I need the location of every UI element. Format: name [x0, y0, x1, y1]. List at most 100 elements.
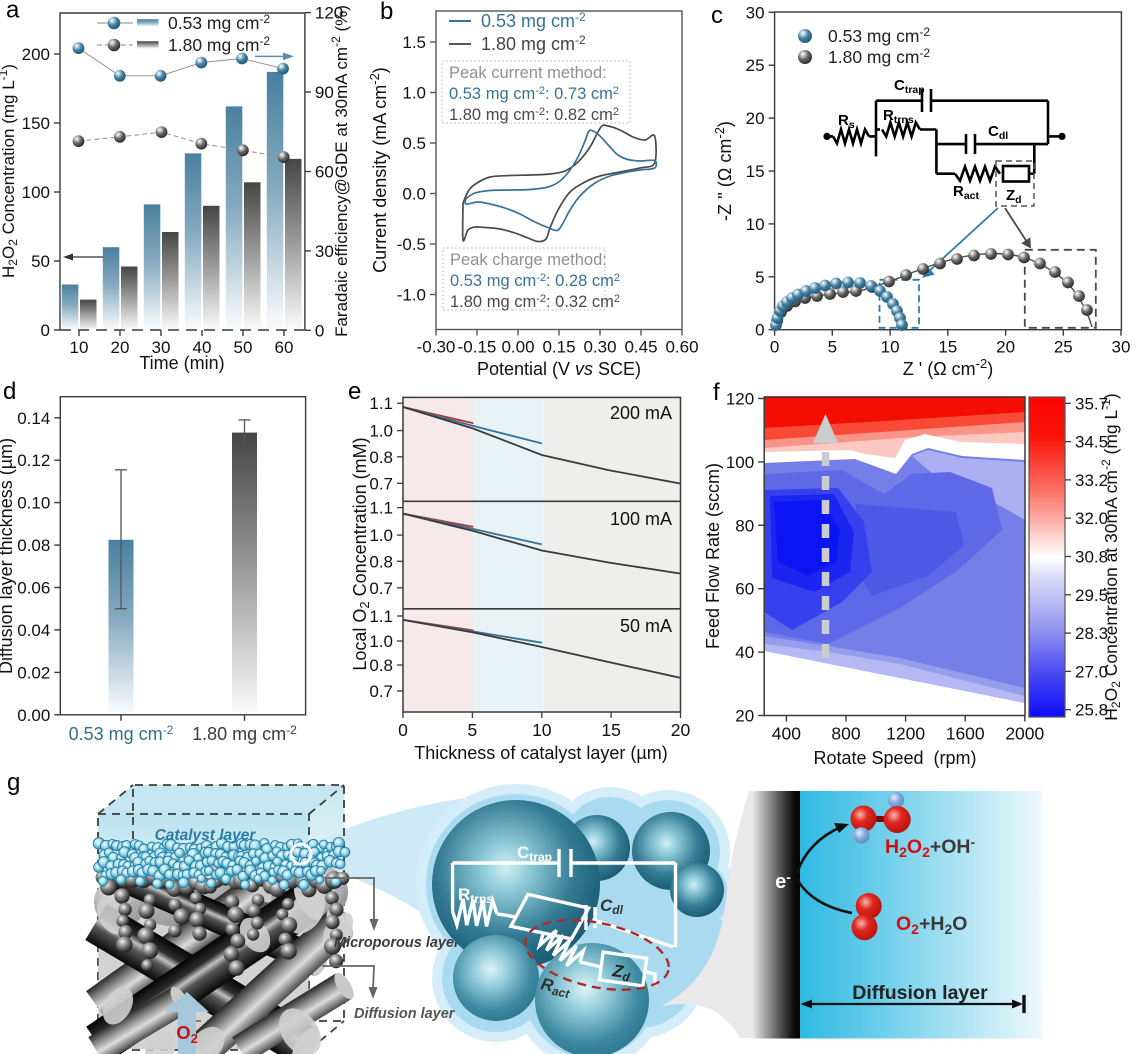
svg-text:0: 0 — [770, 338, 779, 357]
svg-text:60: 60 — [735, 580, 754, 599]
svg-text:60: 60 — [275, 338, 294, 357]
svg-text:30.8: 30.8 — [1075, 548, 1108, 567]
svg-text:32.0: 32.0 — [1075, 509, 1108, 528]
svg-text:28.3: 28.3 — [1075, 624, 1108, 643]
svg-text:20: 20 — [996, 338, 1015, 357]
svg-text:60: 60 — [315, 163, 334, 182]
svg-text:Diffusion layer: Diffusion layer — [354, 1006, 456, 1022]
svg-text:25: 25 — [746, 56, 765, 75]
svg-text:1.80 mg cm-2: 1.80 mg cm-2 — [168, 34, 270, 55]
svg-text:0.14: 0.14 — [17, 409, 50, 428]
svg-text:1.80 mg cm-2: 0.32 cm2: 1.80 mg cm-2: 0.32 cm2 — [450, 293, 620, 311]
svg-text:10: 10 — [70, 338, 89, 357]
svg-text:1.1: 1.1 — [369, 607, 393, 626]
svg-text:1600: 1600 — [946, 724, 985, 744]
svg-text:1.80 mg cm-2: 1.80 mg cm-2 — [192, 723, 297, 744]
svg-text:a: a — [6, 0, 20, 24]
svg-text:0.00: 0.00 — [17, 706, 50, 725]
svg-text:0.12: 0.12 — [17, 451, 50, 470]
svg-text:e: e — [348, 378, 361, 405]
svg-text:0.7: 0.7 — [369, 682, 393, 701]
svg-text:10: 10 — [746, 215, 765, 234]
svg-text:29.5: 29.5 — [1075, 586, 1108, 605]
svg-text:0: 0 — [398, 720, 408, 740]
svg-text:0.10: 0.10 — [17, 494, 50, 513]
svg-text:0.0: 0.0 — [402, 185, 426, 204]
svg-text:0.04: 0.04 — [17, 621, 50, 640]
svg-text:150: 150 — [22, 114, 50, 133]
svg-text:Rs: Rs — [838, 112, 855, 131]
svg-text:50: 50 — [31, 252, 50, 271]
svg-text:34.5: 34.5 — [1075, 433, 1108, 452]
svg-text:800: 800 — [831, 724, 860, 744]
svg-text:0.7: 0.7 — [369, 474, 393, 493]
svg-text:1.0: 1.0 — [369, 632, 393, 651]
svg-text:Diffusion layer: Diffusion layer — [852, 982, 988, 1004]
svg-text:0.8: 0.8 — [369, 448, 393, 467]
svg-text:Faradaic efficiency@GDE at 30m: Faradaic efficiency@GDE at 30mA cm-2 (%) — [329, 5, 351, 337]
svg-text:0: 0 — [41, 321, 50, 340]
svg-text:-0.5: -0.5 — [397, 235, 426, 254]
svg-text:Cdl: Cdl — [988, 123, 1008, 142]
svg-text:b: b — [380, 0, 393, 25]
svg-text:120: 120 — [726, 390, 754, 409]
svg-text:0.8: 0.8 — [369, 552, 393, 571]
svg-text:Rotate Speed (rpm): Rotate Speed (rpm) — [813, 748, 976, 768]
svg-text:Feed Flow Rate (sccm): Feed Flow Rate (sccm) — [703, 463, 723, 649]
svg-text:1.0: 1.0 — [369, 422, 393, 441]
svg-text:g: g — [7, 769, 20, 796]
svg-text:0.53 mg cm-2: 0.28 cm2: 0.53 mg cm-2: 0.28 cm2 — [450, 272, 620, 290]
svg-text:H2O2 Concentration at 30mA cm-: H2O2 Concentration at 30mA cm-2 (mg L-1) — [1099, 393, 1123, 721]
svg-text:Catalyst layer: Catalyst layer — [155, 827, 257, 844]
svg-text:0.53 mg cm-2: 0.73 cm2: 0.53 mg cm-2: 0.73 cm2 — [449, 85, 619, 103]
svg-text:Z ' (Ω cm-2): Z ' (Ω cm-2) — [903, 356, 993, 379]
svg-text:100: 100 — [22, 183, 50, 202]
svg-text:0.15: 0.15 — [542, 338, 575, 357]
svg-text:1.1: 1.1 — [369, 499, 393, 518]
svg-text:Zd: Zd — [1006, 187, 1022, 206]
svg-text:10: 10 — [532, 720, 552, 740]
svg-text:10: 10 — [881, 338, 900, 357]
svg-text:5: 5 — [828, 338, 837, 357]
svg-text:30: 30 — [152, 338, 171, 357]
svg-text:Peak current method:: Peak current method: — [449, 64, 607, 82]
svg-text:-1.0: -1.0 — [397, 286, 426, 305]
svg-text:-0.15: -0.15 — [458, 338, 497, 357]
svg-text:0.8: 0.8 — [369, 656, 393, 675]
svg-text:1200: 1200 — [886, 724, 925, 744]
svg-text:Microporous layer: Microporous layer — [334, 935, 461, 951]
svg-text:100 mA: 100 mA — [610, 509, 672, 529]
svg-text:Rtrns: Rtrns — [883, 107, 914, 126]
svg-text:0.5: 0.5 — [402, 134, 426, 153]
svg-text:0.7: 0.7 — [369, 579, 393, 598]
svg-text:25: 25 — [1054, 338, 1073, 357]
svg-text:0.45: 0.45 — [624, 338, 657, 357]
svg-text:0: 0 — [315, 321, 324, 340]
svg-text:50: 50 — [234, 338, 253, 357]
svg-text:2000: 2000 — [1005, 724, 1044, 744]
svg-text:0.53 mg cm-2: 0.53 mg cm-2 — [69, 723, 174, 744]
svg-text:Potential (V vs SCE): Potential (V vs SCE) — [477, 359, 641, 379]
svg-text:0: 0 — [755, 321, 764, 340]
svg-text:20: 20 — [735, 707, 754, 726]
svg-text:-Z '' (Ω cm-2): -Z '' (Ω cm-2) — [712, 121, 735, 221]
svg-text:-0.30: -0.30 — [417, 338, 456, 357]
svg-text:40: 40 — [193, 338, 212, 357]
svg-text:80: 80 — [735, 516, 754, 535]
svg-text:Current density (mA cm-2): Current density (mA cm-2) — [367, 67, 390, 273]
svg-text:1.0: 1.0 — [402, 84, 426, 103]
svg-text:20: 20 — [746, 109, 765, 128]
svg-text:15: 15 — [938, 338, 957, 357]
svg-text:0.30: 0.30 — [583, 338, 616, 357]
svg-text:0.00: 0.00 — [501, 338, 534, 357]
svg-text:1.5: 1.5 — [402, 33, 426, 52]
svg-text:40: 40 — [735, 643, 754, 662]
svg-text:100: 100 — [726, 453, 754, 472]
svg-text:0.53 mg cm-2: 0.53 mg cm-2 — [828, 25, 930, 46]
svg-text:Ract: Ract — [953, 183, 980, 202]
svg-text:33.2: 33.2 — [1075, 471, 1108, 490]
svg-text:1.80 mg cm-2: 1.80 mg cm-2 — [481, 33, 586, 54]
svg-text:0.02: 0.02 — [17, 663, 50, 682]
svg-text:1.80 mg cm-2: 1.80 mg cm-2 — [828, 46, 930, 67]
svg-text:50 mA: 50 mA — [620, 616, 672, 636]
